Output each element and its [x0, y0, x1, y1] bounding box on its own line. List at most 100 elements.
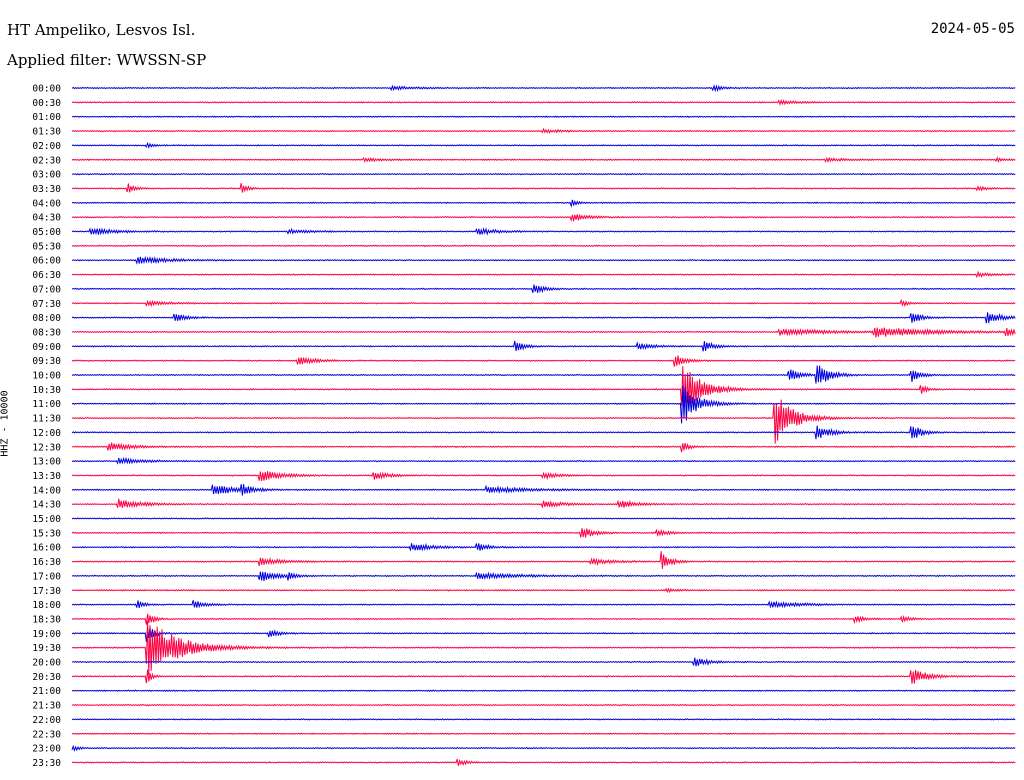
trace-line [71, 425, 1016, 440]
trace-line [71, 498, 1016, 509]
time-label: 04:00 [32, 198, 61, 209]
trace-line [71, 744, 1016, 752]
trace-line [71, 718, 1016, 721]
time-label: 13:00 [32, 457, 61, 468]
traces [71, 84, 1016, 766]
time-label: 17:30 [32, 586, 61, 597]
trace-line [71, 213, 1016, 223]
trace-line [71, 571, 1016, 581]
time-label: 03:00 [32, 170, 61, 181]
trace-line [71, 657, 1016, 667]
station-title: HT Ampeliko, Lesvos Isl. [7, 21, 196, 39]
trace-line [71, 483, 1016, 496]
time-label: 14:00 [32, 485, 61, 496]
time-label: 11:00 [32, 399, 61, 410]
trace-line [71, 456, 1016, 465]
trace-line [71, 551, 1016, 569]
trace-line [71, 115, 1016, 118]
time-label: 08:00 [32, 313, 61, 324]
trace-line [71, 84, 1016, 93]
time-label: 06:30 [32, 270, 61, 281]
date-label: 2024-05-05 [930, 21, 1015, 37]
trace-line [71, 227, 1016, 236]
time-label: 23:00 [32, 744, 61, 755]
time-label: 00:30 [32, 98, 61, 109]
time-label: 20:30 [32, 672, 61, 683]
time-label: 15:30 [32, 528, 61, 539]
trace-line [71, 542, 1016, 552]
trace-line [71, 732, 1016, 736]
trace-line [71, 528, 1016, 538]
time-label: 16:30 [32, 557, 61, 568]
time-label: 12:00 [32, 428, 61, 439]
trace-line [71, 270, 1016, 279]
trace-line [71, 365, 1016, 384]
time-label: 01:00 [32, 112, 61, 123]
time-label: 10:00 [32, 371, 61, 382]
trace-line [71, 182, 1016, 193]
time-label: 17:00 [32, 571, 61, 582]
time-label: 07:00 [32, 284, 61, 295]
trace-line [71, 689, 1016, 692]
time-label: 08:30 [32, 327, 61, 338]
filter-label: Applied filter: WWSSN-SP [7, 51, 207, 69]
trace-line [71, 355, 1016, 367]
time-label: 02:30 [32, 155, 61, 166]
time-label: 22:30 [32, 729, 61, 740]
time-label: 10:30 [32, 385, 61, 396]
trace-line [71, 244, 1016, 248]
trace-line [71, 156, 1016, 164]
time-label: 05:00 [32, 227, 61, 238]
time-label: 11:30 [32, 414, 61, 425]
time-label: 09:30 [32, 356, 61, 367]
time-label: 09:00 [32, 342, 61, 353]
trace-line [71, 172, 1016, 176]
time-label: 05:30 [32, 241, 61, 252]
trace-line [71, 517, 1016, 520]
trace-line [71, 399, 1016, 444]
time-label: 01:30 [32, 127, 61, 138]
time-label: 14:30 [32, 500, 61, 511]
time-label: 19:00 [32, 629, 61, 640]
trace-line [71, 98, 1016, 106]
trace-line [71, 312, 1016, 324]
trace-line [71, 600, 1016, 609]
time-label: 15:00 [32, 514, 61, 525]
trace-line [71, 141, 1016, 150]
time-label: 13:30 [32, 471, 61, 482]
time-label: 02:00 [32, 141, 61, 152]
time-label: 21:00 [32, 686, 61, 697]
trace-line [71, 613, 1016, 625]
trace-line [71, 255, 1016, 265]
time-label: 23:30 [32, 758, 61, 769]
trace-line [71, 620, 1016, 675]
trace-line [71, 669, 1016, 684]
trace-line [71, 587, 1016, 594]
trace-line [71, 298, 1016, 308]
time-label: 18:30 [32, 614, 61, 625]
trace-line [71, 758, 1016, 766]
time-label: 12:30 [32, 442, 61, 453]
time-label: 22:00 [32, 715, 61, 726]
time-label: 21:30 [32, 701, 61, 712]
trace-line [71, 127, 1016, 134]
trace-line [71, 626, 1016, 642]
time-label: 00:00 [32, 84, 61, 95]
time-label: 07:30 [32, 299, 61, 310]
trace-line [71, 199, 1016, 208]
time-label: 19:30 [32, 643, 61, 654]
trace-line [71, 385, 1016, 424]
trace-line [71, 703, 1016, 707]
trace-line [71, 471, 1016, 482]
time-label: 03:30 [32, 184, 61, 195]
time-labels: 00:00 00:30 01:00 01:30 02:00 02:30 03:00 03:30… [32, 84, 61, 769]
time-label: 18:00 [32, 600, 61, 611]
time-label: 16:00 [32, 543, 61, 554]
trace-line [71, 327, 1016, 338]
trace-line [71, 340, 1016, 352]
trace-line [71, 366, 1016, 411]
time-label: 04:30 [32, 213, 61, 224]
trace-line [71, 284, 1016, 294]
trace-line [71, 442, 1016, 453]
